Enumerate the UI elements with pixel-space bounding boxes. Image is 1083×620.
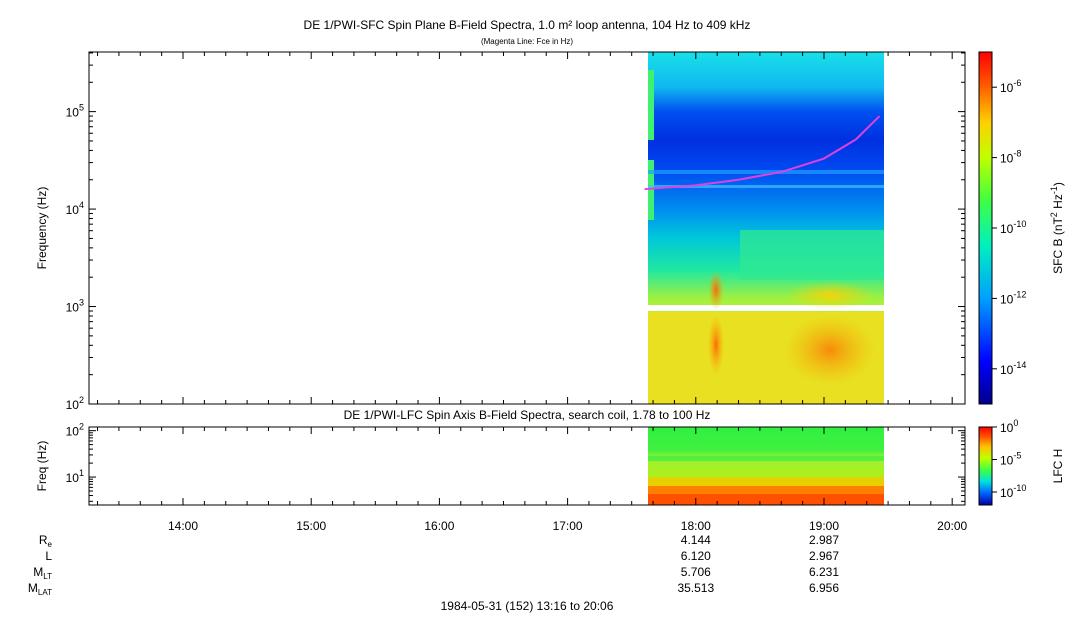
x-tick-label: 20:00 (937, 519, 967, 533)
bottom-colorbar-tick-label: 100 (1000, 418, 1018, 435)
bottom-spectrogram-stripe (648, 456, 884, 461)
bottom-y-label: Freq (Hz) (35, 441, 49, 492)
ephemeris-row-label: L (45, 549, 52, 563)
top-colorbar-axis: 10-14 10-12 10-10 10-8 10-6 (992, 78, 1026, 377)
bottom-spectrogram-band-3 (648, 494, 884, 505)
bottom-spectrogram-band-1 (648, 478, 884, 486)
bottom-panel-title: DE 1/PWI-LFC Spin Axis B-Field Spectra, … (344, 408, 711, 422)
top-colorbar-tick-label: 10-14 (1000, 360, 1026, 377)
top-spectrogram-emission-low (785, 315, 875, 385)
top-spectrogram-hiss-band-2 (648, 185, 884, 188)
top-spectrogram-emission (785, 281, 875, 309)
top-spectrogram-edge-band (648, 70, 654, 140)
top-colorbar-tick-label: 10-10 (1000, 219, 1026, 236)
ephemeris-value: 2.987 (809, 533, 839, 547)
x-tick-label: 18:00 (681, 519, 711, 533)
x-tick-label: 14:00 (168, 519, 198, 533)
ephemeris-value: 35.513 (677, 581, 714, 595)
bottom-colorbar-axis: 10-10 10-5 100 (992, 418, 1026, 500)
x-tick-label: 16:00 (424, 519, 454, 533)
top-y-tick-label: 103 (66, 298, 84, 315)
footer-time-range: 1984-05-31 (152) 13:16 to 20:06 (441, 599, 614, 613)
bottom-colorbar-tick-label: 10-10 (1000, 483, 1026, 500)
ephemeris-row-label: MLT (33, 565, 52, 581)
bottom-y-tick-label: 101 (66, 468, 84, 485)
top-colorbar-tick-label: 10-8 (1000, 149, 1021, 166)
x-tick-label: 15:00 (296, 519, 326, 533)
ephemeris-value: 4.144 (681, 533, 711, 547)
top-panel-subtitle: (Magenta Line: Fce in Hz) (481, 37, 573, 46)
bottom-colorbar-label: LFC H (1051, 449, 1065, 484)
bottom-panel-frame (88, 426, 966, 506)
x-axis: 14:00 15:00 16:00 17:00 18:00 19:00 20:00 (97, 52, 968, 533)
ephemeris-value: 2.967 (809, 549, 839, 563)
top-y-tick-label: 104 (66, 200, 84, 217)
ephemeris-row-label: MLAT (28, 581, 52, 597)
top-spectrogram-burst (708, 270, 724, 310)
top-colorbar-tick-label: 10-6 (1000, 78, 1021, 95)
bottom-spectrogram (648, 427, 884, 505)
ephemeris-table: Re 4.144 2.987 L 6.120 2.967 MLT 5.706 6.231 MLAT… (28, 533, 839, 597)
top-spectrogram-gap (648, 305, 884, 311)
top-colorbar (978, 51, 993, 405)
x-tick-label: 19:00 (809, 519, 839, 533)
ephemeris-row-label: Re (39, 533, 53, 549)
fce-line (644, 115, 881, 191)
ephemeris-value: 5.706 (681, 565, 711, 579)
top-y-tick-label: 102 (66, 395, 84, 412)
top-spectrogram-hiss-band (648, 170, 884, 174)
top-spectrogram-noise-band (740, 230, 884, 280)
top-spectrogram-edge-band-2 (648, 160, 654, 220)
bottom-colorbar-tick-label: 10-5 (1000, 451, 1021, 468)
top-colorbar-label: SFC B (nT2 Hz-1) (1049, 182, 1065, 274)
ephemeris-value: 6.120 (681, 549, 711, 563)
ephemeris-value: 6.956 (809, 581, 839, 595)
x-tick-label: 17:00 (553, 519, 583, 533)
ephemeris-value: 6.231 (809, 565, 839, 579)
top-y-label: Frequency (Hz) (35, 187, 49, 270)
bottom-colorbar (978, 426, 993, 506)
bottom-spectrogram-band-2 (648, 486, 884, 494)
top-panel-title: DE 1/PWI-SFC Spin Plane B-Field Spectra,… (304, 18, 751, 32)
top-colorbar-tick-label: 10-12 (1000, 289, 1026, 306)
top-panel-frame (88, 51, 966, 405)
top-spectrogram-burst-low (708, 315, 724, 375)
bottom-y-tick-label: 102 (66, 422, 84, 439)
top-y-tick-label: 105 (66, 103, 84, 120)
top-spectrogram (644, 52, 884, 404)
